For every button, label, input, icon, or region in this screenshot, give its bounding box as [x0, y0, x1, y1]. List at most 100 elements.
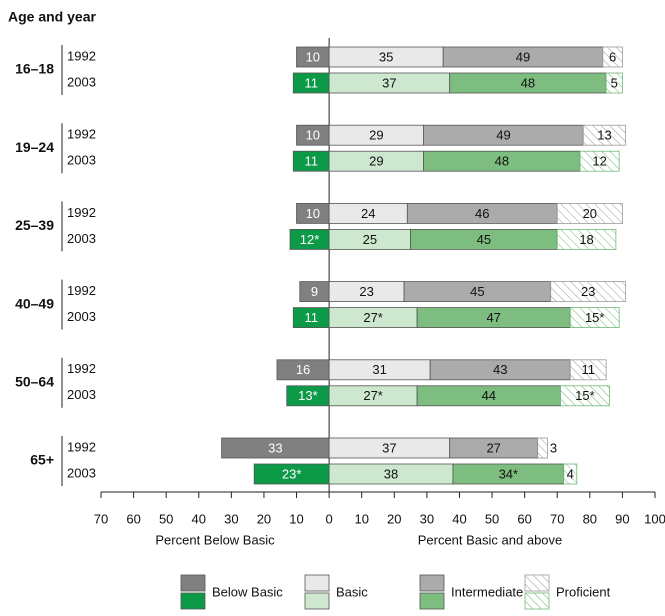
legend-swatch — [304, 574, 330, 592]
x-tick-label: 10 — [354, 511, 368, 526]
year-label: 1992 — [67, 205, 96, 220]
value-label: 34* — [499, 466, 519, 481]
legend-swatch — [304, 592, 330, 610]
value-label: 38 — [384, 466, 398, 481]
value-label: 48 — [521, 75, 535, 90]
year-label: 1992 — [67, 283, 96, 298]
value-label: 11 — [304, 310, 318, 325]
value-label: 23 — [581, 284, 595, 299]
value-label: 20 — [583, 206, 597, 221]
value-label: 25 — [363, 232, 377, 247]
legend-label: Intermediate — [451, 584, 523, 599]
x-tick-label: 70 — [550, 511, 564, 526]
year-label: 2003 — [67, 387, 96, 402]
value-label: 11 — [304, 154, 318, 169]
bar-segment — [582, 124, 627, 146]
legend-label: Below Basic — [212, 584, 283, 599]
value-label: 9 — [311, 284, 318, 299]
age-label: 50–64 — [15, 374, 54, 390]
title: Age and year — [8, 9, 96, 25]
age-label: 19–24 — [15, 139, 54, 155]
value-label: 35 — [379, 49, 393, 64]
bar-segment — [556, 228, 617, 250]
legend-swatch — [180, 574, 206, 592]
value-label: 27 — [486, 440, 500, 455]
year-label: 1992 — [67, 127, 96, 142]
value-label: 4 — [567, 466, 574, 481]
legend-swatch — [419, 592, 445, 610]
bar-segment — [602, 46, 623, 68]
value-label: 49 — [516, 49, 530, 64]
value-label: 31 — [372, 362, 386, 377]
age-label: 16–18 — [15, 61, 54, 77]
legend-swatch — [419, 574, 445, 592]
value-label: 37 — [382, 75, 396, 90]
value-label: 45 — [470, 284, 484, 299]
value-label: 18 — [579, 232, 593, 247]
year-label: 1992 — [67, 439, 96, 454]
x-tick-label: 90 — [615, 511, 629, 526]
value-label: 13* — [298, 388, 318, 403]
value-label: 43 — [493, 362, 507, 377]
x-tick-label: 10 — [289, 511, 303, 526]
x-tick-label: 60 — [517, 511, 531, 526]
x-tick-label: 70 — [94, 511, 108, 526]
year-label: 2003 — [67, 74, 96, 89]
bar-segment — [569, 359, 607, 381]
x-tick-label: 40 — [192, 511, 206, 526]
x-tick-label: 20 — [257, 511, 271, 526]
x-tick-label: 100 — [644, 511, 665, 526]
value-label: 47 — [486, 310, 500, 325]
value-label: 44 — [482, 388, 496, 403]
bar-segment — [537, 437, 548, 459]
x-tick-label: 50 — [485, 511, 499, 526]
age-label: 25–39 — [15, 217, 54, 233]
value-label: 24 — [361, 206, 375, 221]
value-label: 11 — [304, 75, 318, 90]
x-label-right: Percent Basic and above — [418, 532, 563, 547]
value-label: 13 — [597, 128, 611, 143]
x-tick-label: 80 — [583, 511, 597, 526]
value-label: 12 — [592, 154, 606, 169]
value-label: 27* — [363, 388, 383, 403]
value-label: 3 — [550, 440, 557, 455]
x-tick-label: 20 — [387, 511, 401, 526]
year-label: 1992 — [67, 361, 96, 376]
bar-segment — [569, 307, 620, 329]
x-tick-label: 0 — [326, 511, 333, 526]
value-label: 11 — [581, 362, 595, 377]
bar-segment — [605, 72, 623, 94]
value-label: 29 — [369, 154, 383, 169]
value-label: 6 — [609, 49, 616, 64]
value-label: 37 — [382, 440, 396, 455]
year-label: 2003 — [67, 309, 96, 324]
value-label: 15* — [585, 310, 605, 325]
value-label: 27* — [363, 310, 383, 325]
x-tick-label: 30 — [420, 511, 434, 526]
x-tick-label: 30 — [224, 511, 238, 526]
value-label: 16 — [296, 362, 310, 377]
value-label: 5 — [611, 75, 618, 90]
year-label: 2003 — [67, 465, 96, 480]
bar-segment — [579, 150, 620, 172]
value-label: 12* — [300, 232, 320, 247]
value-label: 45 — [477, 232, 491, 247]
year-label: 2003 — [67, 231, 96, 246]
value-label: 48 — [495, 154, 509, 169]
value-label: 49 — [496, 128, 510, 143]
legend-swatch — [180, 592, 206, 610]
value-label: 29 — [369, 128, 383, 143]
x-label-left: Percent Below Basic — [155, 532, 275, 547]
age-label: 65+ — [30, 452, 54, 468]
bar-segment — [550, 281, 627, 303]
year-label: 2003 — [67, 153, 96, 168]
x-tick-label: 60 — [126, 511, 140, 526]
bar-segment — [556, 202, 623, 224]
year-label: 1992 — [67, 48, 96, 63]
value-label: 10 — [306, 128, 320, 143]
legend-swatch — [524, 592, 550, 610]
value-label: 15* — [575, 388, 595, 403]
x-tick-label: 40 — [452, 511, 466, 526]
bar-segment — [563, 463, 578, 485]
legend-label: Basic — [336, 584, 368, 599]
